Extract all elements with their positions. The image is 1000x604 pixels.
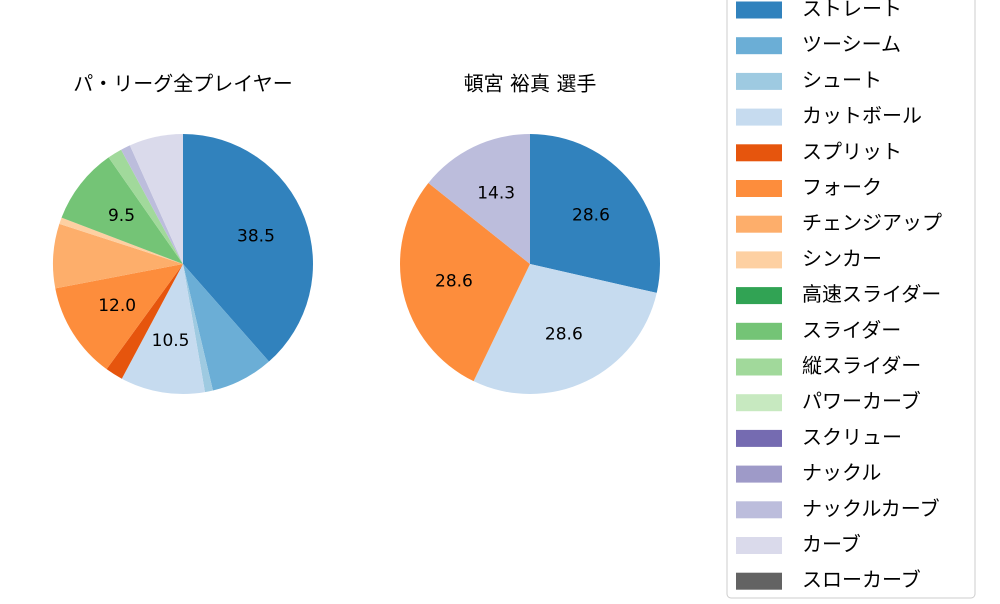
pie-slice (473, 264, 657, 394)
legend-swatch (736, 215, 782, 233)
chart-title: パ・リーグ全プレイヤー (73, 72, 292, 96)
legend-swatch (736, 465, 782, 483)
data-label: 9.5 (108, 206, 135, 226)
pie-slice (183, 134, 313, 362)
pie-slice (121, 145, 183, 264)
pie-slice (400, 182, 530, 382)
legend-label: チェンジアップ (802, 211, 942, 235)
data-label: 28.6 (545, 324, 583, 344)
legend-label: フォーク (802, 175, 882, 199)
chart-title: 頓宮 裕真 選手 (464, 72, 597, 96)
legend-swatch (736, 108, 782, 126)
pie-slice (59, 217, 183, 264)
legend-label: スプリット (802, 139, 902, 163)
legend-label: ストレート (802, 0, 902, 21)
pie-slice (183, 264, 213, 393)
legend-swatch (736, 394, 782, 412)
legend-label: シンカー (802, 246, 882, 270)
legend-swatch (736, 537, 782, 554)
legend-label: カットボール (802, 104, 922, 128)
pie-slice (428, 134, 530, 264)
legend-swatch (736, 358, 782, 376)
legend-label: スローカーブ (802, 568, 921, 592)
data-label: 14.3 (477, 184, 515, 204)
data-label: 12.0 (98, 296, 136, 316)
legend-swatch (736, 144, 782, 162)
legend-label: 高速スライダー (802, 282, 941, 306)
pie-slice (183, 264, 269, 391)
legend-swatch (736, 72, 782, 90)
data-label: 10.5 (152, 331, 190, 351)
pie-slice (53, 223, 183, 289)
legend-swatch (736, 322, 782, 340)
data-label: 28.6 (572, 205, 610, 225)
legend-label: スライダー (802, 318, 901, 342)
legend-box (726, 0, 976, 599)
legend-swatch (736, 429, 782, 447)
pie-slice (530, 134, 660, 293)
legend-swatch (736, 572, 782, 590)
legend-label: 縦スライダー (802, 354, 921, 378)
legend-label: パワーカーブ (802, 389, 921, 413)
pie-slice (108, 149, 183, 264)
legend-swatch (736, 37, 782, 55)
data-label: 28.6 (435, 271, 473, 291)
legend-label: ナックルカーブ (802, 496, 940, 520)
legend-swatch (736, 180, 782, 197)
pie-slice (106, 264, 183, 379)
legend-label: カーブ (802, 532, 861, 556)
legend-label: ツーシーム (802, 32, 901, 56)
legend-swatch (736, 251, 782, 269)
legend-swatch (736, 287, 782, 305)
legend-label: シュート (802, 68, 882, 92)
pie-slice (129, 134, 183, 264)
data-label: 38.5 (237, 226, 275, 246)
pie-slice (121, 264, 205, 394)
pie-slice (61, 157, 183, 264)
legend-swatch (736, 501, 782, 519)
legend-label: ナックル (802, 461, 881, 485)
legend-swatch (736, 1, 782, 19)
legend-label: スクリュー (802, 425, 902, 449)
pie-slice (55, 264, 183, 370)
